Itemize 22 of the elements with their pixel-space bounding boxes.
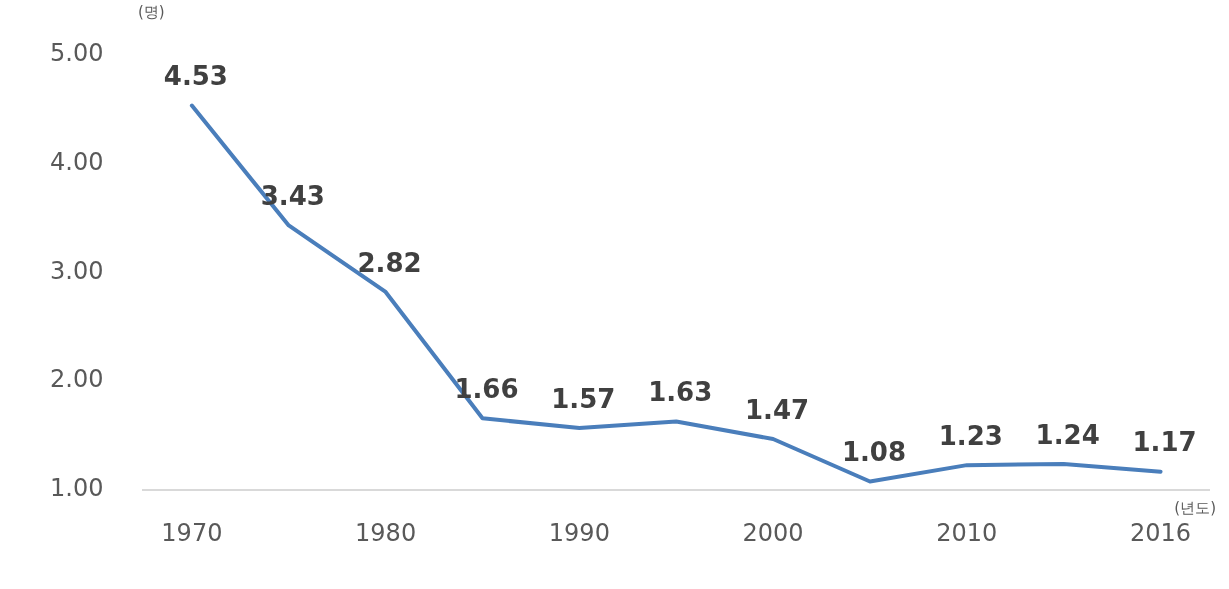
x-tick-label: 1980 <box>355 518 417 547</box>
x-tick-label: 1990 <box>548 518 610 547</box>
y-tick-label: 5.00 <box>50 38 104 67</box>
data-label: 2.82 <box>357 247 422 278</box>
y-tick-label: 4.00 <box>50 147 104 176</box>
x-tick-label: 2000 <box>742 518 804 547</box>
x-tick-label: 2016 <box>1130 518 1192 547</box>
x-tick-label: 2010 <box>936 518 998 547</box>
data-label: 1.47 <box>745 394 810 425</box>
data-label: 4.53 <box>163 61 228 92</box>
x-tick-label: 1970 <box>161 518 223 547</box>
y-tick-label: 3.00 <box>50 256 104 285</box>
y-axis-title: (명) <box>138 3 165 22</box>
x-axis-title: (년도) <box>1174 498 1216 517</box>
y-tick-label: 1.00 <box>50 474 104 503</box>
data-label: 1.63 <box>648 377 713 408</box>
data-label: 1.23 <box>938 420 1003 451</box>
data-label: 1.57 <box>551 383 616 414</box>
data-label: 1.24 <box>1035 419 1100 450</box>
data-label: 1.17 <box>1132 427 1197 458</box>
data-label: 1.08 <box>841 437 907 468</box>
y-tick-label: 2.00 <box>50 365 104 394</box>
